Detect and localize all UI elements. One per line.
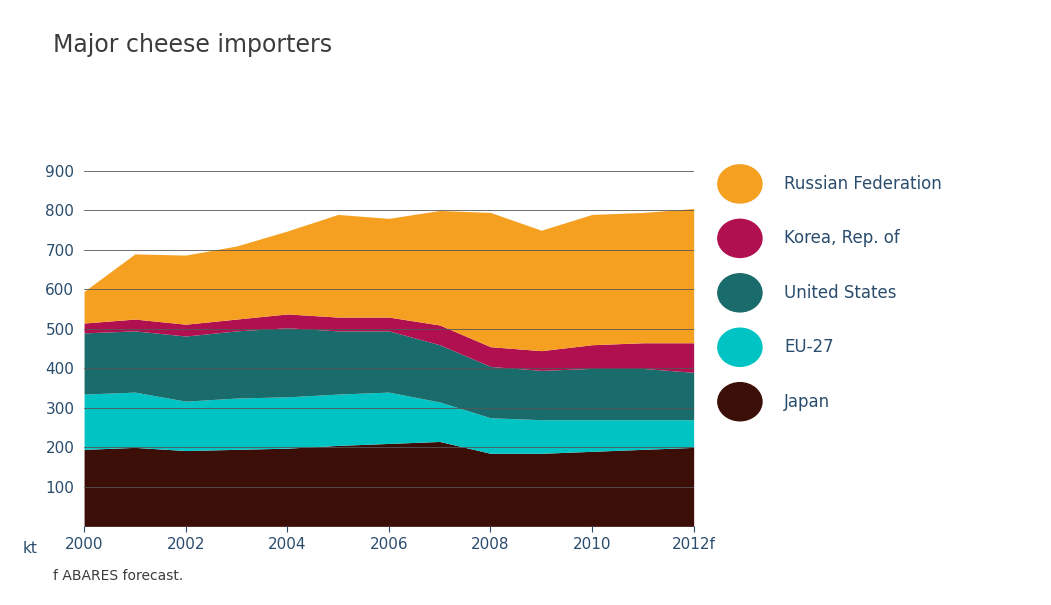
- Text: Russian Federation: Russian Federation: [784, 175, 942, 193]
- Circle shape: [718, 220, 762, 258]
- Circle shape: [718, 273, 762, 312]
- Text: Korea, Rep. of: Korea, Rep. of: [784, 229, 900, 247]
- Circle shape: [718, 328, 762, 366]
- Circle shape: [718, 383, 762, 421]
- Text: Japan: Japan: [784, 393, 830, 411]
- Circle shape: [718, 165, 762, 203]
- Text: Major cheese importers: Major cheese importers: [53, 33, 332, 57]
- Text: f ABARES forecast.: f ABARES forecast.: [53, 569, 183, 583]
- Text: United States: United States: [784, 284, 897, 302]
- Text: kt: kt: [23, 541, 38, 557]
- Text: EU-27: EU-27: [784, 338, 833, 356]
